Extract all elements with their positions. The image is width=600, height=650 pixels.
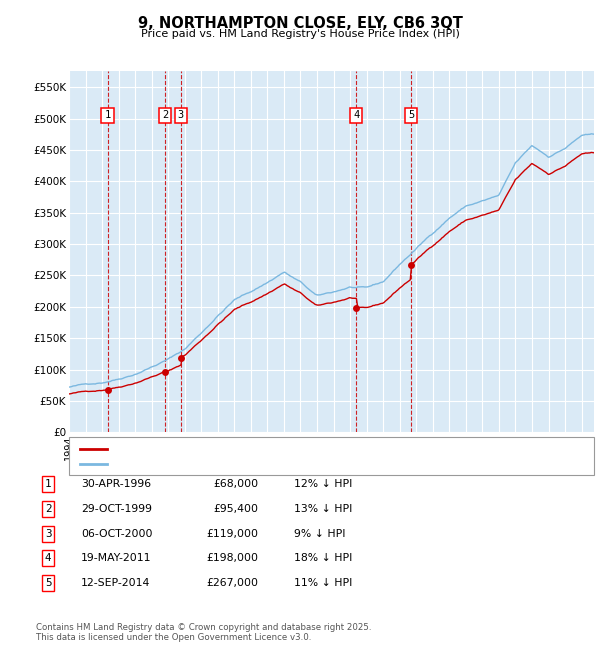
Text: 13% ↓ HPI: 13% ↓ HPI: [294, 504, 352, 514]
Text: 5: 5: [45, 578, 51, 588]
Text: 9% ↓ HPI: 9% ↓ HPI: [294, 528, 346, 539]
Text: 30-APR-1996: 30-APR-1996: [81, 479, 151, 489]
Text: 3: 3: [45, 528, 51, 539]
Text: Price paid vs. HM Land Registry's House Price Index (HPI): Price paid vs. HM Land Registry's House …: [140, 29, 460, 38]
Text: 29-OCT-1999: 29-OCT-1999: [81, 504, 152, 514]
Text: £198,000: £198,000: [206, 553, 258, 564]
Text: 1: 1: [104, 111, 110, 120]
Text: 4: 4: [353, 111, 359, 120]
Text: 3: 3: [178, 111, 184, 120]
Text: £68,000: £68,000: [213, 479, 258, 489]
Text: 4: 4: [45, 553, 51, 564]
Text: 2: 2: [162, 111, 169, 120]
Text: 11% ↓ HPI: 11% ↓ HPI: [294, 578, 352, 588]
Text: Contains HM Land Registry data © Crown copyright and database right 2025.
This d: Contains HM Land Registry data © Crown c…: [36, 623, 371, 642]
Text: £95,400: £95,400: [213, 504, 258, 514]
Text: 1: 1: [45, 479, 51, 489]
Text: 9, NORTHAMPTON CLOSE, ELY, CB6 3QT (detached house): 9, NORTHAMPTON CLOSE, ELY, CB6 3QT (deta…: [113, 444, 401, 454]
Text: 19-MAY-2011: 19-MAY-2011: [81, 553, 151, 564]
Text: £267,000: £267,000: [206, 578, 258, 588]
Text: £119,000: £119,000: [206, 528, 258, 539]
Text: 12-SEP-2014: 12-SEP-2014: [81, 578, 151, 588]
Text: 12% ↓ HPI: 12% ↓ HPI: [294, 479, 352, 489]
Text: 18% ↓ HPI: 18% ↓ HPI: [294, 553, 352, 564]
Text: 9, NORTHAMPTON CLOSE, ELY, CB6 3QT: 9, NORTHAMPTON CLOSE, ELY, CB6 3QT: [137, 16, 463, 31]
Text: 5: 5: [408, 111, 415, 120]
Text: HPI: Average price, detached house, East Cambridgeshire: HPI: Average price, detached house, East…: [113, 459, 401, 469]
Text: 2: 2: [45, 504, 51, 514]
Text: 06-OCT-2000: 06-OCT-2000: [81, 528, 152, 539]
